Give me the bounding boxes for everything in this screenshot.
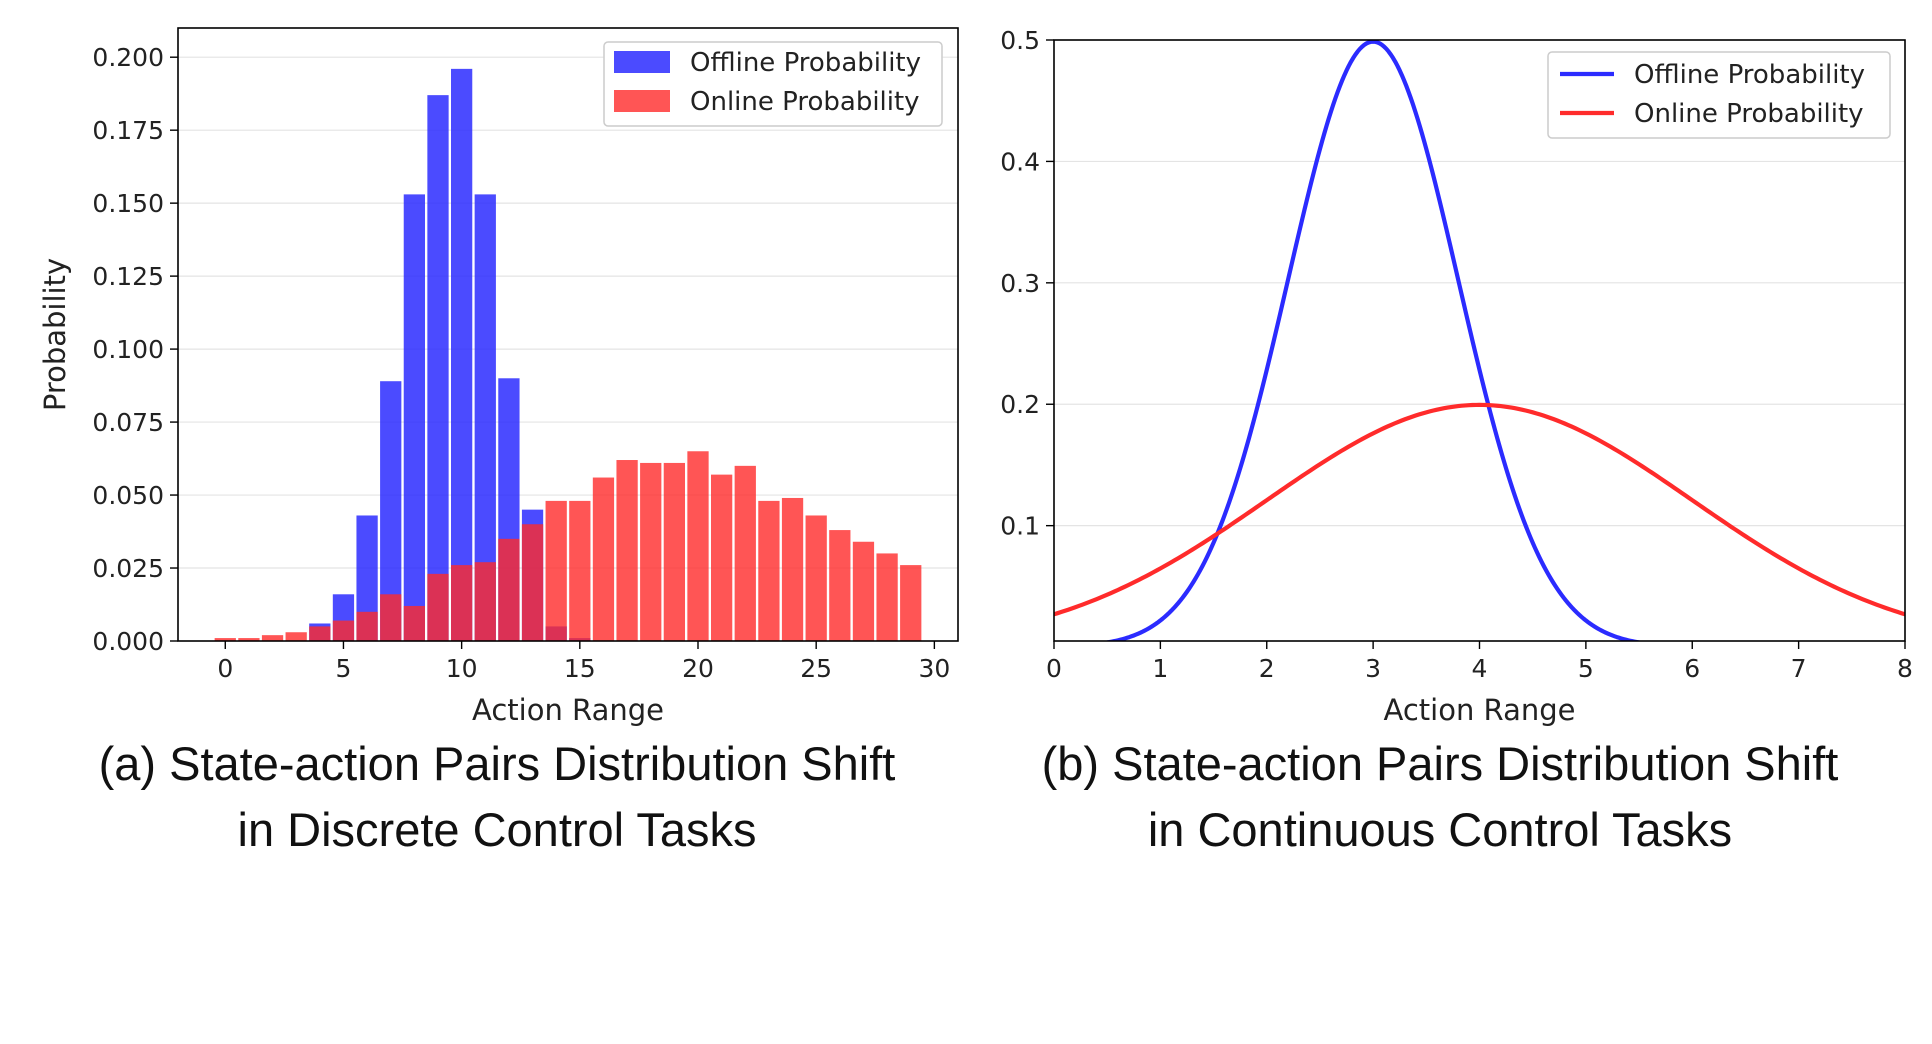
chart-a-online-bar	[687, 451, 709, 641]
chart-a-online-bar	[261, 635, 284, 641]
chart-a-online-bar	[781, 497, 804, 641]
chart-b-offline-line	[1106, 40, 1640, 641]
chart-a-online-bar	[711, 474, 733, 641]
chart-b-x-tick-label: 4	[1472, 654, 1488, 683]
chart-b-x-tick-label: 2	[1259, 654, 1275, 683]
chart-a-plot-frame	[177, 27, 959, 642]
chart-a-online-bar	[876, 553, 898, 641]
chart-a-bars	[214, 68, 922, 642]
chart-b-y-tick-label: 0.2	[1000, 390, 1040, 419]
chart-a-online-bar	[758, 500, 780, 641]
chart-a-online-bar	[380, 594, 402, 641]
chart-a-offline-bar	[356, 515, 378, 641]
chart-a-legend-swatch-offline	[614, 51, 670, 73]
chart-a-y-tick-label: 0.025	[92, 554, 164, 583]
chart-b-caption-line-2: in Continuous Control Tasks	[1148, 803, 1732, 856]
chart-b-continuous-lines: 0 1 2 3 4 5 6 7 8 0.1 0.2 0.3 0.4 0.5 Action Range O…	[1000, 26, 1913, 856]
chart-a-offline-bar	[474, 194, 496, 641]
chart-a-online-bar	[805, 515, 827, 641]
chart-b-online-line	[1054, 402, 1905, 617]
chart-a-online-bar	[498, 538, 520, 641]
chart-b-legend-label-online: Online Probability	[1634, 99, 1864, 129]
chart-b-legend: Offline Probability Online Probability	[1547, 51, 1891, 139]
chart-a-y-tick-label: 0.050	[92, 481, 164, 510]
chart-a-online-bar	[616, 460, 638, 641]
chart-b-y-tick-label: 0.3	[1000, 269, 1040, 298]
chart-a-online-bar	[427, 573, 449, 641]
chart-a-discrete-histogram: 0 5 10 15 20 25 30 0.0000.0250.0500.0750.1000.…	[38, 27, 959, 856]
chart-a-offline-bar	[427, 95, 449, 642]
chart-a-legend-label-offline: Offline Probability	[690, 48, 921, 78]
chart-a-x-tick-label: 15	[564, 654, 596, 683]
chart-a-offline-bar	[403, 194, 425, 641]
chart-a-x-ticks: 0 5 10 15 20 25 30	[217, 641, 950, 683]
chart-b-legend-box	[1547, 51, 1891, 139]
chart-a-x-tick-label: 0	[217, 654, 233, 683]
chart-b-x-tick-label: 1	[1152, 654, 1168, 683]
chart-a-y-tick-label: 0.100	[92, 335, 164, 364]
chart-b-caption-line-1: (b) State-action Pairs Distribution Shif…	[1042, 737, 1839, 790]
chart-a-legend-box	[603, 41, 943, 127]
chart-b-y-tick-label: 0.1	[1000, 512, 1040, 541]
chart-a-online-bar	[521, 524, 544, 641]
chart-a-x-axis-label: Action Range	[472, 693, 664, 727]
chart-b-x-ticks: 0 1 2 3 4 5 6 7 8	[1046, 641, 1913, 683]
chart-b-x-axis-label: Action Range	[1384, 693, 1576, 727]
chart-a-x-tick-label: 20	[682, 654, 714, 683]
chart-a-online-bar	[403, 605, 425, 641]
chart-a-online-bar	[734, 465, 756, 641]
chart-a-caption-line-1: (a) State-action Pairs Distribution Shif…	[99, 737, 896, 790]
chart-a-online-bar	[640, 462, 662, 641]
chart-a-legend-label-online: Online Probability	[690, 87, 920, 117]
chart-b-x-tick-label: 0	[1046, 654, 1062, 683]
chart-b-y-tick-label: 0.4	[1000, 147, 1040, 176]
chart-a-online-bar	[356, 611, 378, 641]
chart-a-online-bar	[569, 500, 591, 641]
chart-a-y-tick-label: 0.000	[92, 627, 164, 656]
chart-a-online-bar	[900, 565, 922, 641]
chart-a-x-tick-label: 10	[446, 654, 478, 683]
chart-a-gridlines	[178, 56, 958, 642]
chart-a-online-bar	[829, 530, 851, 641]
chart-a-y-axis-label: Probability	[38, 258, 72, 411]
chart-a-y-tick-label: 0.200	[92, 43, 164, 72]
chart-b-x-tick-label: 5	[1578, 654, 1594, 683]
chart-a-legend-swatch-online	[614, 90, 670, 112]
chart-a-online-bar	[852, 541, 875, 641]
chart-a-online-bar	[285, 632, 307, 641]
chart-b-lines	[1054, 40, 1905, 641]
chart-b-x-tick-label: 3	[1365, 654, 1381, 683]
chart-b-legend-label-offline: Offline Probability	[1634, 60, 1865, 90]
chart-a-online-bar	[663, 462, 685, 641]
chart-a-x-tick-label: 25	[800, 654, 832, 683]
chart-a-y-tick-label: 0.075	[92, 408, 164, 437]
chart-a-y-tick-label: 0.150	[92, 189, 164, 218]
chart-a-y-tick-label: 0.175	[92, 116, 164, 145]
chart-a-y-ticks: 0.000 0.025 0.050 0.075 0.100 0.125 0.150 0.175…	[92, 43, 178, 656]
chart-a-legend: Offline Probability Online Probability	[603, 41, 943, 127]
chart-a-online-bar	[214, 638, 236, 641]
chart-a-offline-bar	[380, 381, 402, 641]
chart-b-y-tick-label: 0.5	[1000, 26, 1040, 55]
chart-a-offline-bar	[451, 68, 473, 641]
chart-a-online-bar	[238, 638, 260, 641]
chart-b-x-tick-label: 6	[1684, 654, 1700, 683]
chart-a-caption-line-2: in Discrete Control Tasks	[238, 803, 757, 856]
chart-a-x-tick-label: 30	[918, 654, 950, 683]
chart-b-x-tick-label: 8	[1897, 654, 1913, 683]
chart-a-online-bar	[332, 620, 355, 641]
chart-b-y-ticks: 0.1 0.2 0.3 0.4 0.5	[1000, 26, 1054, 541]
chart-a-online-bar	[451, 565, 473, 641]
chart-a-online-bar	[474, 562, 496, 641]
chart-b-x-tick-label: 7	[1791, 654, 1807, 683]
chart-a-online-bar	[592, 477, 615, 641]
chart-a-online-bar	[545, 500, 567, 641]
chart-a-y-tick-label: 0.125	[92, 262, 164, 291]
chart-a-x-tick-label: 5	[336, 654, 352, 683]
chart-a-online-bar	[309, 626, 331, 641]
